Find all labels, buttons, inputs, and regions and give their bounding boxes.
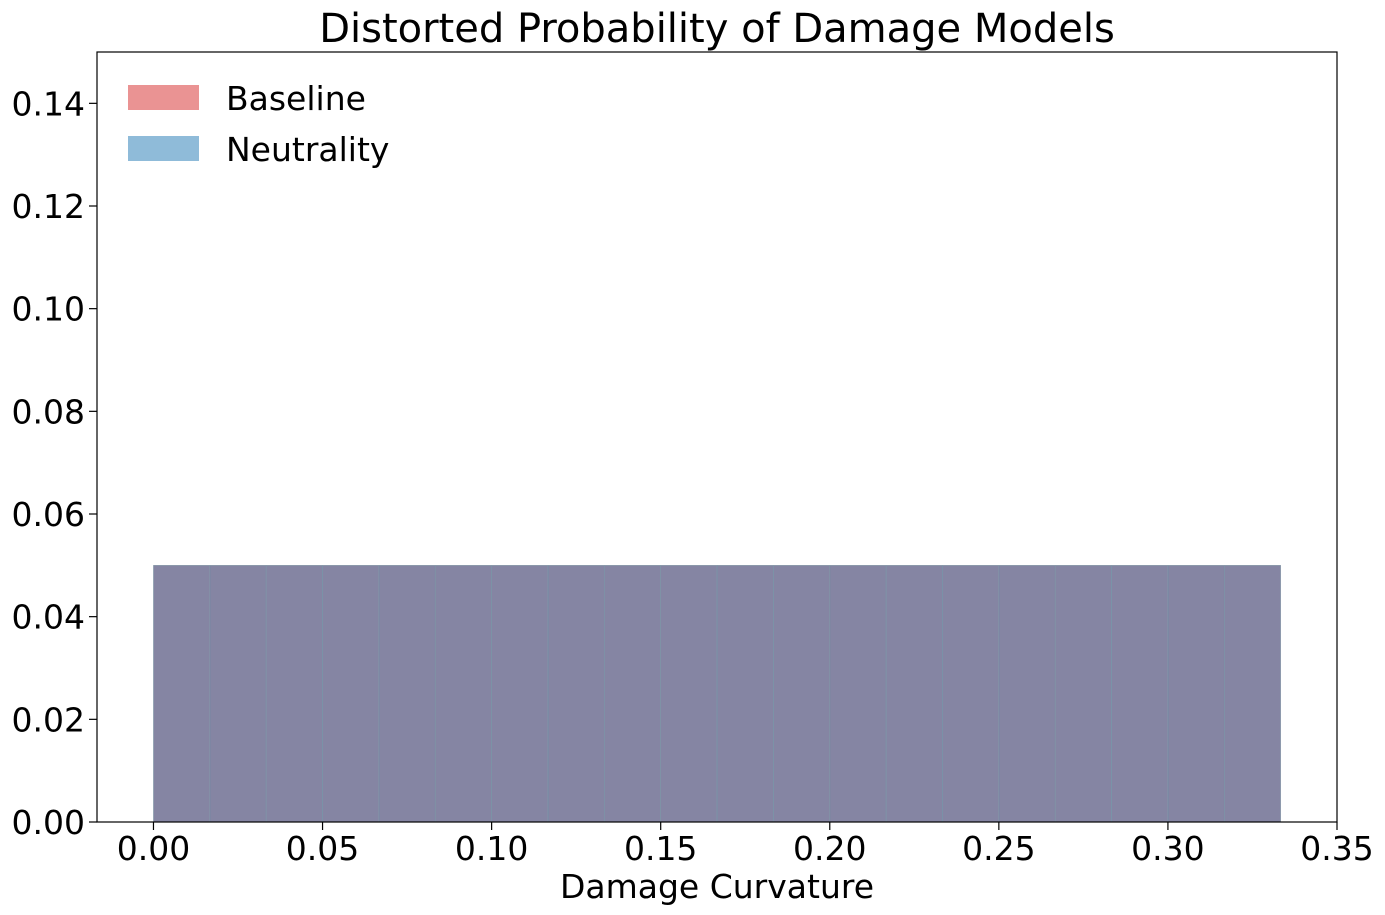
y-tick-label: 0.04 <box>12 598 85 637</box>
bar-neutrality-4 <box>378 565 436 823</box>
bar-neutrality-11 <box>773 565 831 823</box>
legend-swatch-neutrality <box>128 136 199 161</box>
x-tick-label: 0.10 <box>455 829 528 868</box>
x-tick-label: 0.25 <box>962 829 1035 868</box>
bar-neutrality-16 <box>1054 565 1112 823</box>
bars-layer <box>153 565 1281 823</box>
bar-neutrality-7 <box>547 565 605 823</box>
x-tick-label: 0.20 <box>793 829 866 868</box>
y-tick-label: 0.12 <box>12 187 85 226</box>
bar-neutrality-1 <box>209 565 267 823</box>
x-axis-title: Damage Curvature <box>560 867 874 906</box>
x-tick-label: 0.05 <box>286 829 359 868</box>
legend-label-neutrality: Neutrality <box>226 130 389 169</box>
legend-swatch-baseline <box>128 85 199 110</box>
bar-neutrality-6 <box>491 565 549 823</box>
bar-neutrality-15 <box>998 565 1056 823</box>
bar-neutrality-17 <box>1111 565 1169 823</box>
y-tick-label: 0.00 <box>12 803 85 842</box>
y-tick-label: 0.06 <box>12 495 85 534</box>
chart-title: Distorted Probability of Damage Models <box>319 6 1115 52</box>
legend: Baseline Neutrality <box>128 79 389 169</box>
bar-neutrality-3 <box>322 565 380 823</box>
bar-neutrality-9 <box>660 565 718 823</box>
bar-neutrality-19 <box>1223 565 1281 823</box>
y-tick-label: 0.08 <box>12 392 85 431</box>
y-tick-label: 0.10 <box>12 290 85 329</box>
x-axis: 0.00 0.05 0.10 0.15 0.20 0.25 0.30 0.35 <box>117 822 1374 868</box>
x-tick-label: 0.00 <box>117 829 190 868</box>
y-axis: 0.00 0.02 0.04 0.06 0.08 0.10 0.12 0.14 <box>12 84 97 842</box>
bar-neutrality-12 <box>829 565 887 823</box>
x-tick-label: 0.15 <box>624 829 697 868</box>
bar-neutrality-14 <box>942 565 1000 823</box>
y-tick-label: 0.02 <box>12 700 85 739</box>
y-tick-label: 0.14 <box>12 84 85 123</box>
bar-neutrality-18 <box>1167 565 1225 823</box>
legend-label-baseline: Baseline <box>226 79 366 118</box>
plot-frame <box>96 51 1338 823</box>
x-tick-label: 0.30 <box>1131 829 1204 868</box>
bar-neutrality-5 <box>434 565 492 823</box>
bar-neutrality-13 <box>885 565 943 823</box>
bar-neutrality-0 <box>153 565 211 823</box>
bar-neutrality-10 <box>716 565 774 823</box>
bar-neutrality-8 <box>604 565 661 823</box>
x-tick-label: 0.35 <box>1300 829 1373 868</box>
bar-neutrality-2 <box>265 565 323 823</box>
